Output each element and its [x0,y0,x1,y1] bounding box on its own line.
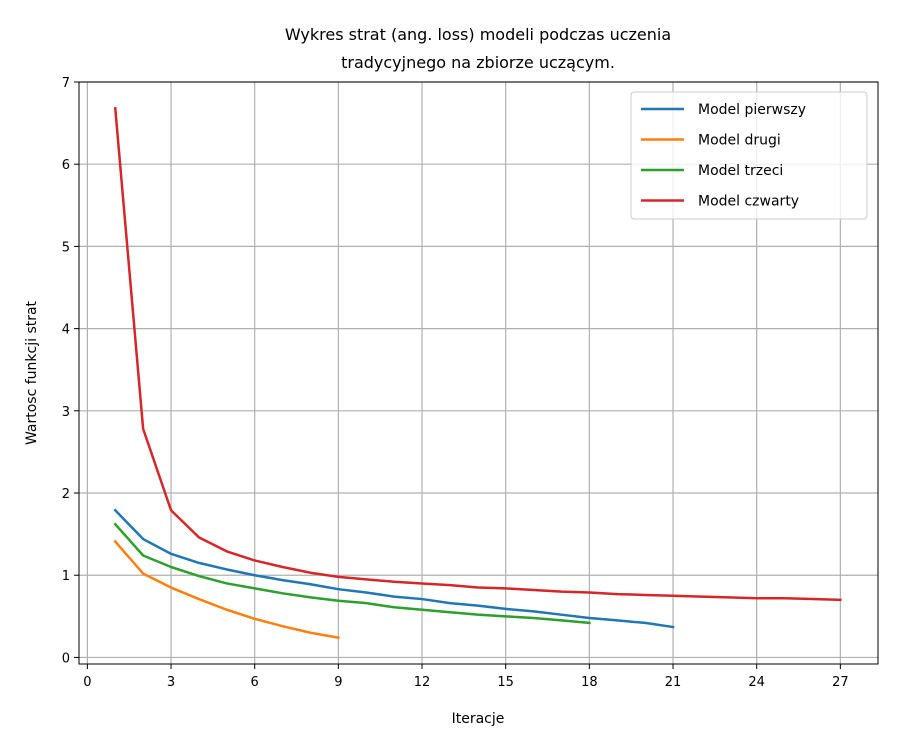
chart-title-line-1: Wykres strat (ang. loss) modeli podczas … [285,25,671,44]
y-axis-ticks: 0 1 2 3 4 5 6 7 [62,76,79,666]
y-tick-label: 2 [62,487,70,502]
chart-title-line-2: tradycyjnego na zbiorze uczącym. [341,53,615,72]
x-tick-label: 6 [251,675,259,690]
x-tick-label: 3 [167,675,175,690]
y-tick-label: 4 [62,323,70,338]
legend-label: Model trzeci [698,163,783,179]
y-tick-label: 3 [62,405,70,420]
y-tick-label: 5 [62,240,70,255]
legend-box [630,91,868,220]
series-line-3 [113,522,591,625]
x-tick-label: 0 [83,675,91,690]
legend-label: Model drugi [698,133,781,149]
y-tick-label: 6 [62,158,70,173]
x-tick-label: 9 [334,675,342,690]
legend: Model pierwszy Model drugi Model trzeci Mod… [630,91,868,220]
x-tick-label: 15 [497,675,514,690]
x-tick-label: 27 [832,675,849,690]
series-line-2 [113,539,340,640]
series-line-1 [113,508,675,629]
y-tick-label: 1 [62,569,70,584]
x-tick-label: 18 [581,675,598,690]
plot-frame [78,81,879,665]
legend-label: Model pierwszy [698,102,806,118]
legend-label: Model czwarty [698,194,799,210]
series-line-4 [113,106,842,602]
x-tick-label: 12 [414,675,431,690]
x-tick-label: 21 [665,675,682,690]
x-tick-label: 24 [748,675,765,690]
y-axis-label: Wartosc funkcji strat [24,300,40,445]
y-tick-label: 0 [62,651,70,666]
y-tick-label: 7 [62,76,70,91]
x-axis-ticks: 0 3 6 9 12 15 18 21 24 27 [83,664,849,690]
x-axis-label: Iteracje [452,711,505,727]
series-layer [113,106,842,640]
